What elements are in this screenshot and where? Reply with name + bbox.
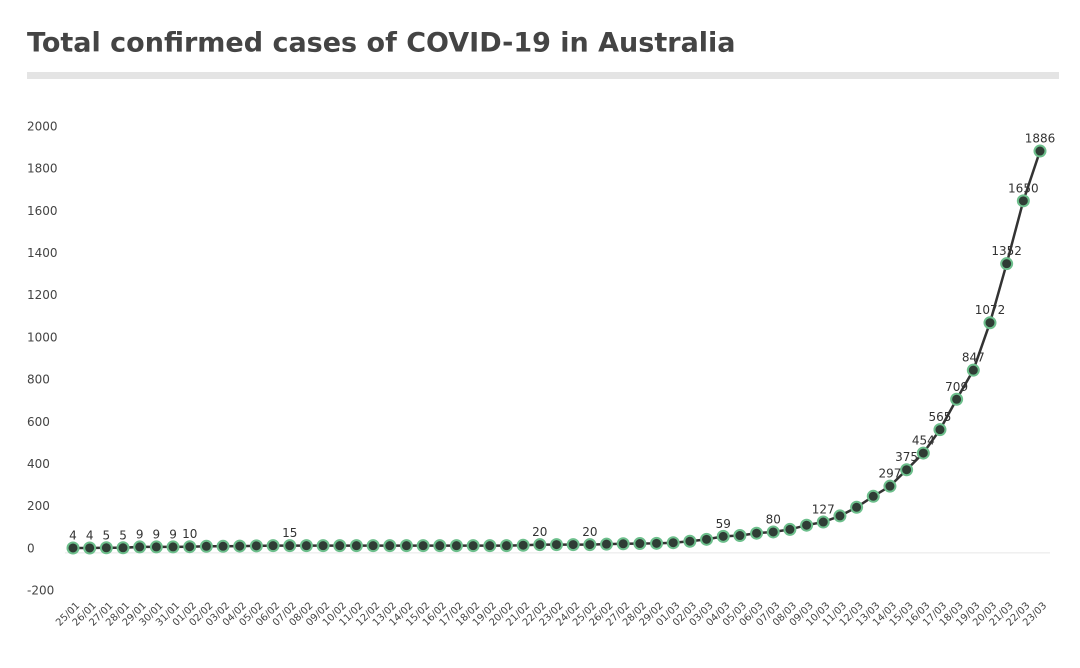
marker [183, 540, 197, 554]
marker [733, 529, 747, 543]
data-label: 5 [103, 528, 111, 542]
marker [416, 539, 430, 553]
y-tick-label: 1400 [27, 246, 58, 260]
y-tick-label: 400 [27, 457, 50, 471]
marker [583, 538, 597, 552]
data-label: 4 [86, 528, 94, 542]
data-label: 20 [532, 525, 547, 539]
marker [99, 541, 113, 555]
marker [616, 537, 630, 551]
marker [499, 539, 513, 553]
marker [83, 541, 97, 555]
data-label: 10 [182, 527, 197, 541]
data-label: 9 [169, 527, 177, 541]
marker [900, 463, 914, 477]
data-label: 15 [282, 526, 297, 540]
data-label: 9 [136, 527, 144, 541]
data-label: 709 [945, 380, 968, 394]
marker [66, 541, 80, 555]
marker [383, 539, 397, 553]
y-tick-label: 0 [27, 541, 35, 555]
marker [966, 363, 980, 377]
data-label: 375 [895, 450, 918, 464]
title-rule [27, 72, 1059, 79]
marker [566, 538, 580, 552]
marker [166, 540, 180, 554]
marker [750, 526, 764, 540]
marker [266, 539, 280, 553]
marker [299, 539, 313, 553]
marker [349, 539, 363, 553]
y-tick-label: 1000 [27, 330, 58, 344]
marker [650, 536, 664, 550]
data-label: 297 [878, 467, 901, 481]
marker [550, 538, 563, 552]
data-label: 1352 [991, 244, 1022, 258]
y-tick-label: 600 [27, 415, 50, 429]
marker [783, 522, 797, 536]
data-label: 847 [962, 351, 985, 365]
marker [533, 538, 547, 552]
data-label: 1650 [1008, 181, 1039, 195]
marker [1016, 194, 1030, 208]
marker [866, 489, 880, 503]
y-tick-label: 2000 [27, 120, 58, 134]
marker [333, 539, 347, 553]
y-tick-label: -200 [27, 584, 54, 598]
marker [766, 525, 780, 539]
marker [433, 539, 447, 553]
marker [449, 539, 463, 553]
marker [283, 539, 297, 553]
chart-title: Total confirmed cases of COVID-19 in Aus… [27, 28, 736, 59]
marker [249, 539, 263, 553]
marker [133, 540, 147, 554]
marker [366, 539, 380, 553]
marker [683, 534, 697, 548]
marker [216, 539, 230, 553]
marker [816, 515, 830, 529]
data-label: 59 [716, 517, 731, 531]
y-tick-label: 1600 [27, 204, 58, 218]
data-label: 127 [812, 503, 835, 517]
data-label: 9 [153, 527, 161, 541]
marker [883, 479, 897, 493]
marker [516, 538, 530, 552]
marker [483, 539, 497, 553]
marker [399, 539, 413, 553]
marker [700, 532, 714, 546]
marker [149, 540, 163, 554]
marker [983, 316, 997, 330]
data-label: 80 [766, 512, 781, 526]
marker [316, 539, 330, 553]
marker [933, 423, 947, 437]
data-label: 5 [119, 528, 127, 542]
y-tick-label: 1200 [27, 288, 58, 302]
marker [716, 529, 730, 543]
marker [850, 500, 864, 514]
data-label: 565 [929, 410, 952, 424]
marker [916, 446, 930, 460]
data-label: 4 [69, 528, 77, 542]
y-tick-label: 800 [27, 373, 50, 387]
y-tick-label: 200 [27, 499, 50, 513]
data-label: 1072 [975, 303, 1006, 317]
marker [466, 539, 480, 553]
data-label: 20 [582, 525, 597, 539]
data-label: 1886 [1025, 132, 1056, 146]
marker [833, 509, 847, 523]
marker [633, 537, 647, 551]
marker [233, 539, 247, 553]
marker [666, 536, 680, 550]
marker [1033, 144, 1047, 158]
marker [116, 541, 130, 555]
marker [950, 392, 964, 406]
data-label: 454 [912, 434, 935, 448]
marker [800, 518, 814, 532]
marker [600, 537, 614, 551]
y-tick-label: 1800 [27, 162, 58, 176]
marker [199, 539, 213, 553]
marker [1000, 257, 1014, 271]
